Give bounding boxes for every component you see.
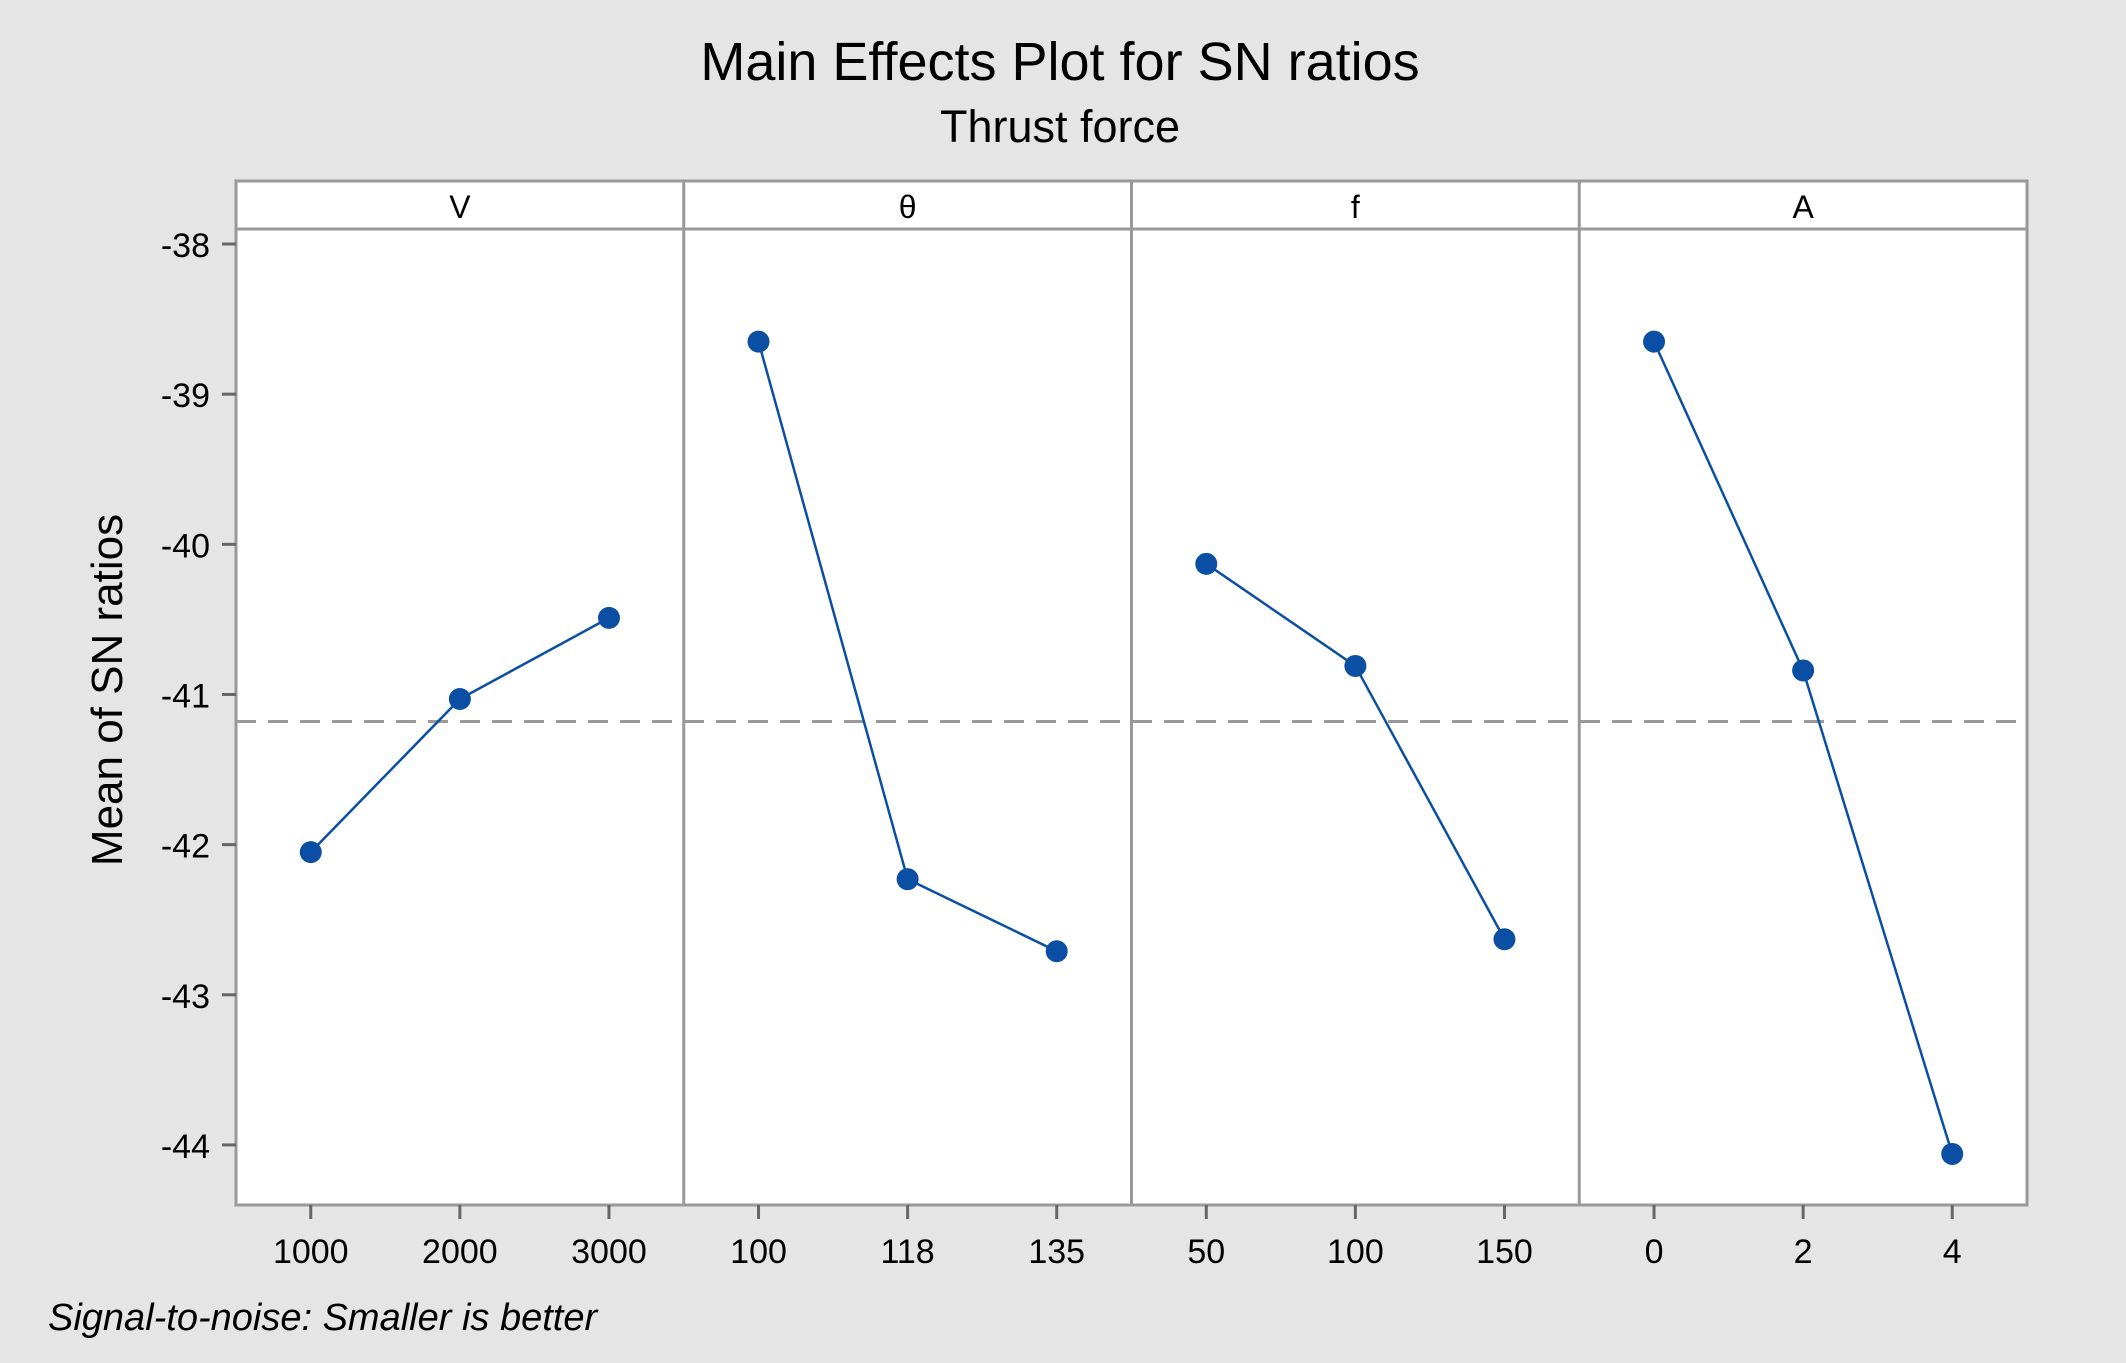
y-axis-label: Mean of SN ratios — [83, 514, 132, 866]
x-tick-label: 118 — [881, 1233, 935, 1271]
x-tick-label: 150 — [1476, 1233, 1533, 1271]
panel-background — [1131, 181, 1580, 1205]
panel-header-3: f — [1351, 189, 1360, 225]
x-tick-label: 3000 — [571, 1233, 647, 1271]
panel-header-2: θ — [899, 189, 917, 225]
data-point — [1792, 659, 1815, 682]
y-tick-label: -40 — [161, 527, 210, 565]
y-tick-label: -42 — [161, 828, 210, 866]
data-point — [1045, 940, 1068, 963]
data-point — [448, 687, 471, 710]
y-tick-label: -38 — [161, 227, 210, 265]
x-tick-label: 135 — [1028, 1233, 1085, 1271]
data-point — [597, 606, 620, 629]
data-point — [896, 868, 919, 891]
data-point — [1195, 552, 1218, 575]
panel-header-1: V — [449, 189, 471, 225]
footnote: Signal-to-noise: Smaller is better — [48, 1297, 598, 1339]
chart-subtitle: Thrust force — [940, 101, 1180, 152]
data-point — [1941, 1142, 1964, 1165]
data-point — [299, 841, 322, 864]
y-tick-label: -43 — [161, 978, 210, 1016]
data-point — [747, 330, 770, 353]
x-tick-label: 0 — [1645, 1233, 1664, 1271]
x-tick-label: 1000 — [273, 1233, 349, 1271]
y-tick-label: -44 — [161, 1128, 210, 1166]
x-tick-label: 4 — [1943, 1233, 1962, 1271]
panel-header-4: A — [1792, 189, 1814, 225]
chart-title: Main Effects Plot for SN ratios — [700, 32, 1419, 92]
x-tick-label: 100 — [730, 1233, 787, 1271]
y-tick-label: -41 — [161, 677, 210, 715]
x-tick-label: 100 — [1327, 1233, 1384, 1271]
x-tick-label: 2000 — [422, 1233, 498, 1271]
data-point — [1493, 928, 1516, 951]
y-tick-label: -39 — [161, 377, 210, 415]
data-point — [1643, 330, 1666, 353]
x-tick-label: 50 — [1187, 1233, 1225, 1271]
x-tick-label: 2 — [1794, 1233, 1813, 1271]
data-point — [1344, 654, 1367, 677]
